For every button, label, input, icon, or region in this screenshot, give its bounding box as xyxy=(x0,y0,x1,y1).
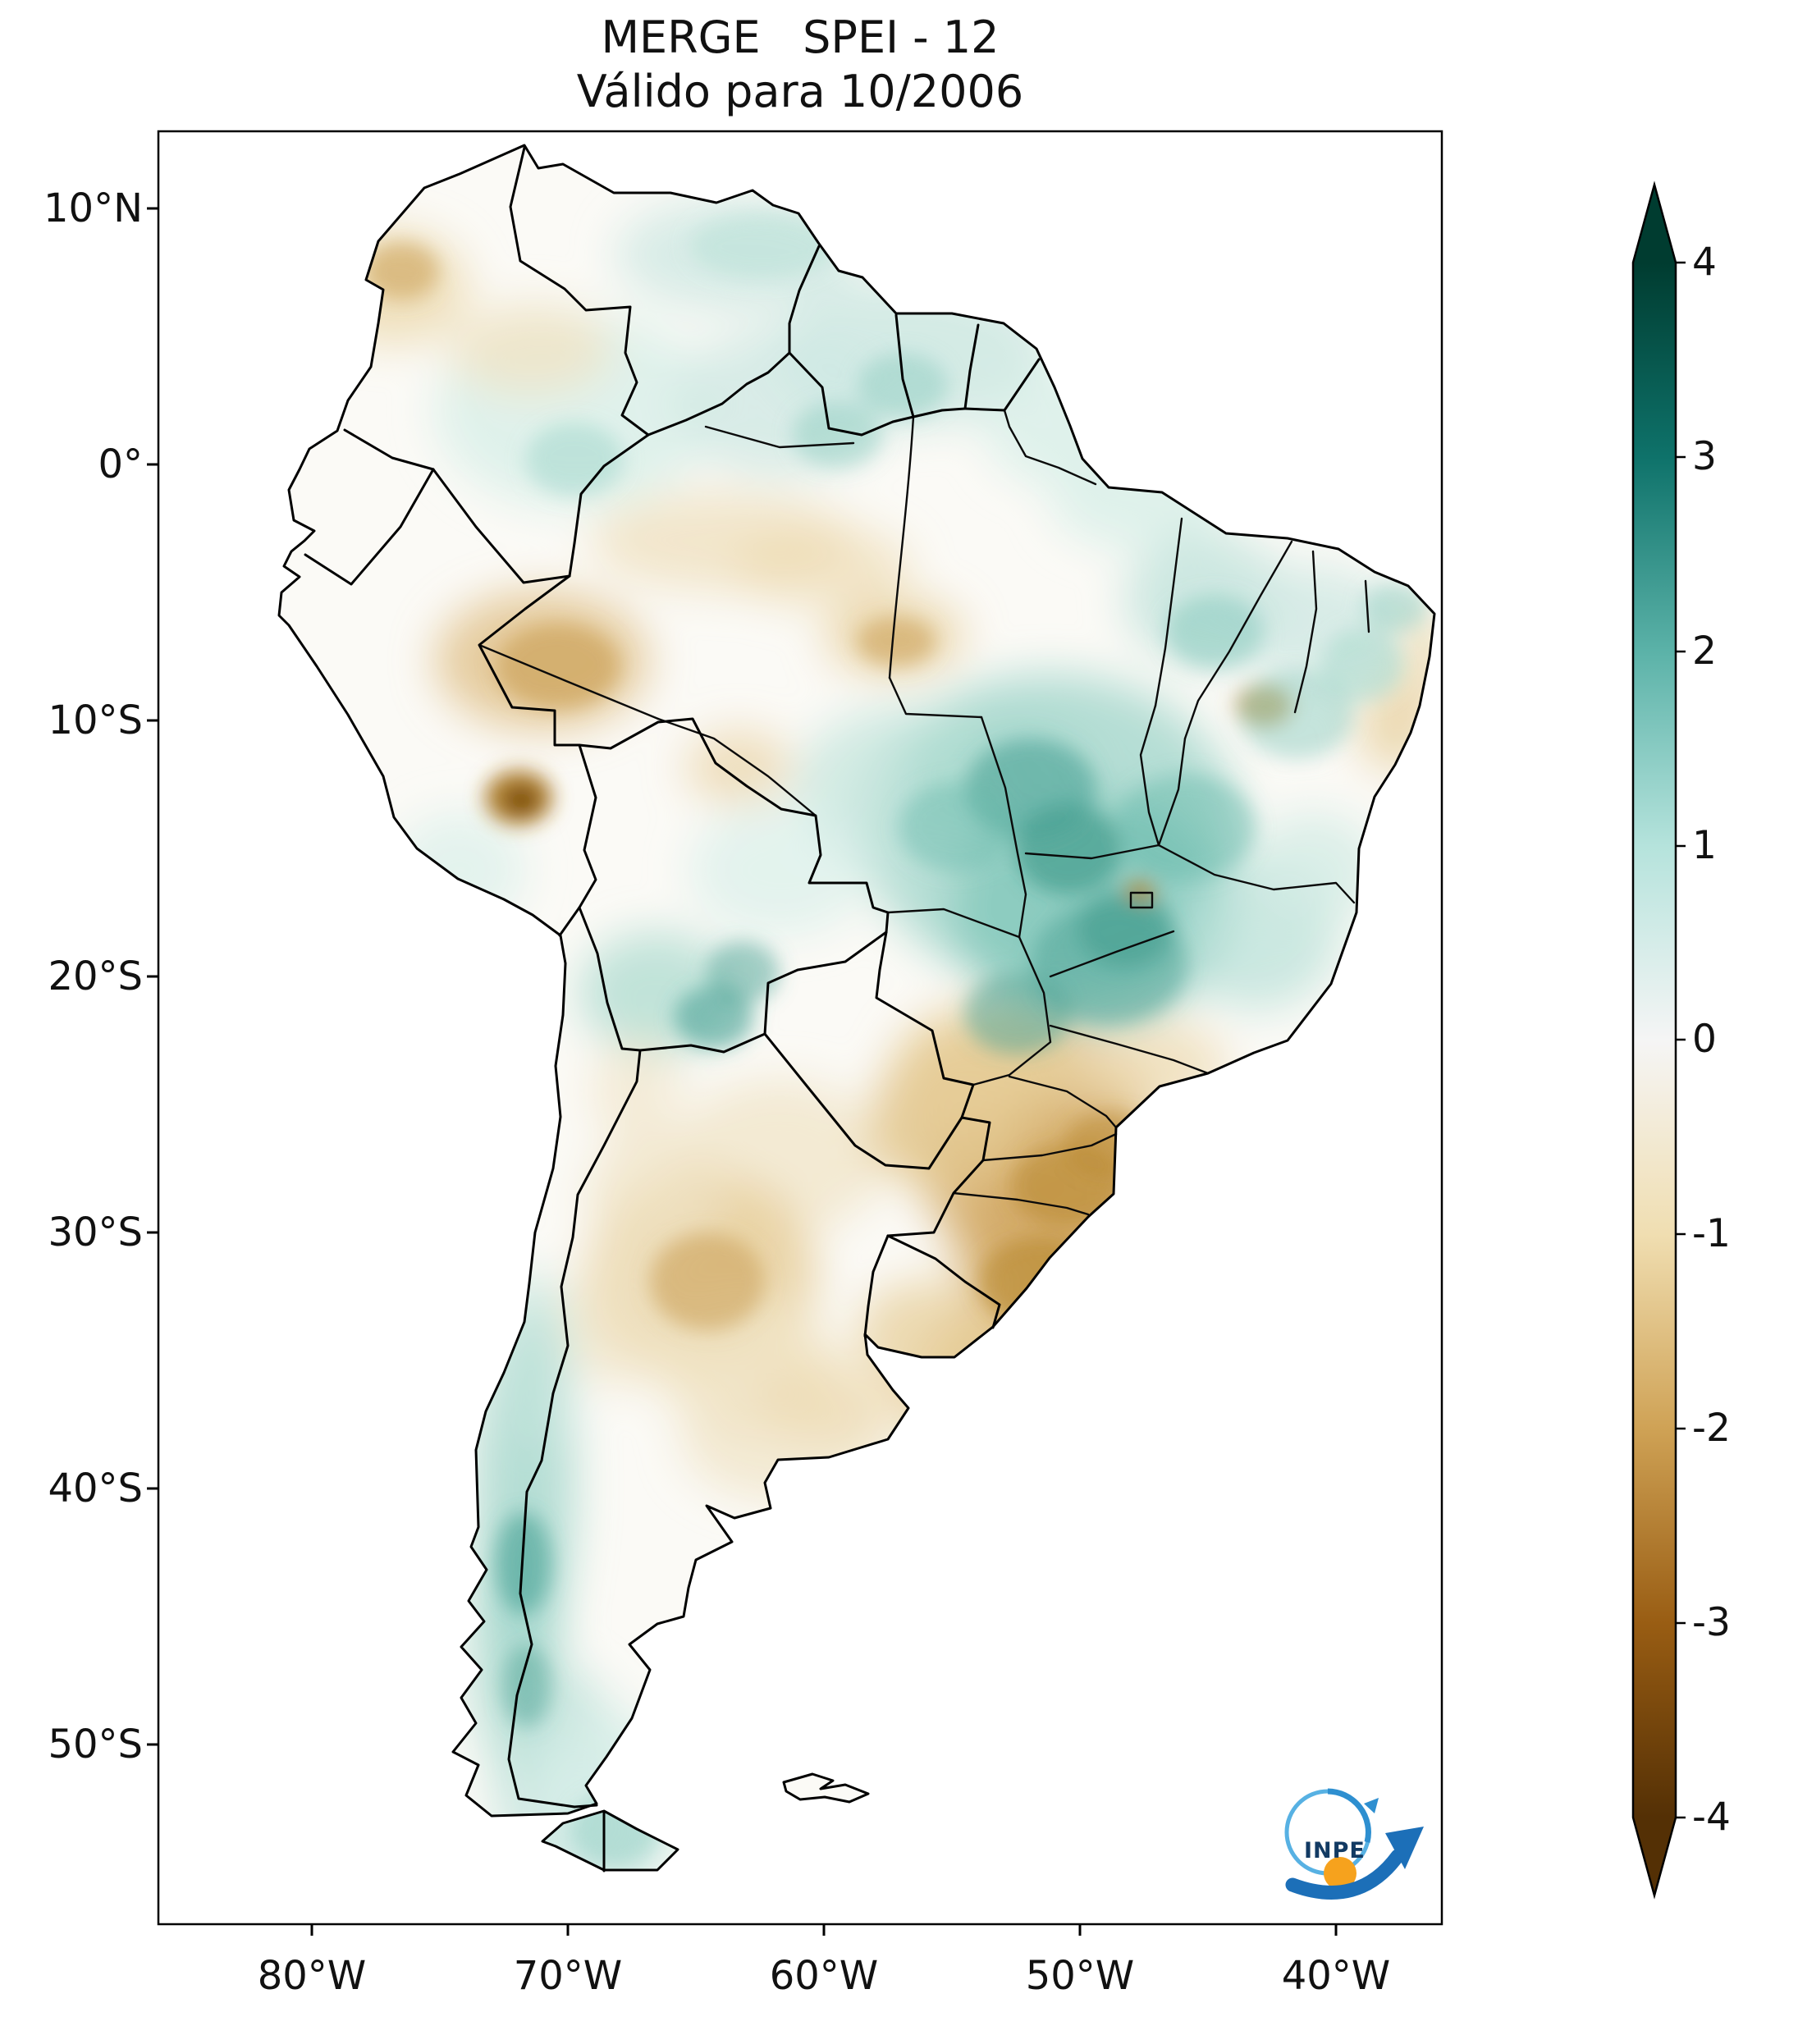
y-tick-label-30s: 30°S xyxy=(48,1209,143,1255)
y-tick-label-10s: 10°S xyxy=(48,697,143,743)
colorbar-tick-2: 2 xyxy=(1692,629,1717,674)
colorbar-tick-1: 1 xyxy=(1692,823,1717,868)
country-borders xyxy=(304,146,1041,1873)
inpe-logo xyxy=(1284,1788,1424,1900)
colorbar-tick-m2: -2 xyxy=(1692,1406,1731,1451)
x-tick-label-40w: 40°W xyxy=(1281,1953,1391,1999)
colorbar-tick-m1: -1 xyxy=(1692,1211,1731,1256)
colorbar-tick-m4: -4 xyxy=(1692,1795,1731,1840)
coastline xyxy=(277,144,1436,1872)
inpe-logo-text: INPE xyxy=(1304,1838,1366,1863)
colorbar-gradient xyxy=(1631,181,1686,1900)
x-tick-label-70w: 70°W xyxy=(513,1953,623,1999)
figure-subtitle: Válido para 10/2006 xyxy=(576,66,1024,117)
colorbar-tick-3: 3 xyxy=(1692,434,1717,479)
y-tick-label-40s: 40°S xyxy=(48,1466,143,1511)
x-tick-label-80w: 80°W xyxy=(257,1953,367,1999)
spei-raster-blobs xyxy=(320,197,1434,1870)
colorbar-tick-m3: -3 xyxy=(1692,1600,1731,1645)
x-tick-label-60w: 60°W xyxy=(769,1953,879,1999)
x-tick-label-50w: 50°W xyxy=(1025,1953,1135,1999)
figure-title: MERGE SPEI - 12 xyxy=(601,11,1000,63)
state-borders xyxy=(478,409,1370,1216)
y-tick-label-50s: 50°S xyxy=(48,1722,143,1767)
y-tick-label-20s: 20°S xyxy=(48,953,143,999)
y-tick-label-0: 0° xyxy=(98,441,143,487)
colorbar-tick-4: 4 xyxy=(1692,240,1717,285)
map-frame xyxy=(147,130,1443,1936)
y-tick-label-10n: 10°N xyxy=(43,185,143,231)
colorbar-tick-0: 0 xyxy=(1692,1017,1717,1062)
